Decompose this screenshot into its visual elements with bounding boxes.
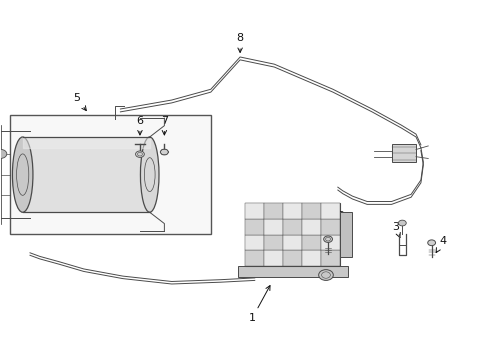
- Bar: [302, 203, 321, 219]
- Text: 4: 4: [436, 236, 446, 253]
- Bar: [392, 144, 416, 162]
- Text: 2: 2: [332, 211, 344, 232]
- Bar: [245, 219, 264, 235]
- Bar: [321, 250, 340, 266]
- Text: 8: 8: [237, 33, 244, 53]
- Ellipse shape: [428, 240, 436, 246]
- Bar: [302, 250, 321, 266]
- Bar: [283, 219, 302, 235]
- Ellipse shape: [324, 236, 332, 242]
- Bar: [283, 250, 302, 266]
- Bar: [340, 212, 352, 257]
- Text: 6: 6: [136, 116, 144, 135]
- Bar: [264, 235, 283, 250]
- Ellipse shape: [12, 137, 33, 212]
- Bar: [321, 235, 340, 250]
- Text: 1: 1: [249, 285, 270, 323]
- Text: 7: 7: [161, 116, 168, 135]
- Bar: [321, 219, 340, 235]
- Ellipse shape: [141, 137, 159, 212]
- Ellipse shape: [160, 149, 168, 155]
- Bar: [321, 203, 340, 219]
- Bar: [245, 203, 340, 266]
- Bar: [10, 116, 211, 234]
- Bar: [283, 203, 302, 219]
- Bar: [302, 219, 321, 235]
- Bar: [23, 137, 150, 212]
- Bar: [238, 266, 347, 277]
- Bar: [264, 203, 283, 219]
- Ellipse shape: [136, 151, 145, 157]
- Ellipse shape: [318, 270, 333, 280]
- Bar: [283, 235, 302, 250]
- Text: 3: 3: [392, 222, 400, 238]
- Ellipse shape: [398, 220, 406, 226]
- Bar: [245, 203, 264, 219]
- Bar: [245, 235, 264, 250]
- Bar: [302, 235, 321, 250]
- Bar: [245, 250, 264, 266]
- Bar: [264, 250, 283, 266]
- Ellipse shape: [0, 149, 7, 158]
- Text: 5: 5: [73, 93, 86, 111]
- Bar: [264, 219, 283, 235]
